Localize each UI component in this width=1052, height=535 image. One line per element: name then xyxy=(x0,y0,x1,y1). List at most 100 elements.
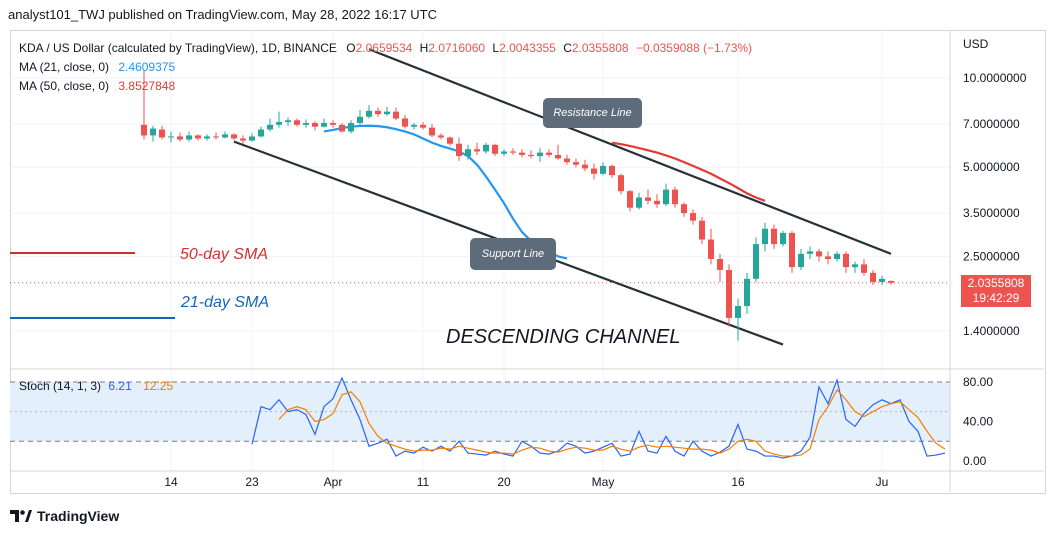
candle-body xyxy=(780,232,786,245)
stoch-d-value: 12.25 xyxy=(143,379,174,393)
candle-body xyxy=(420,124,426,128)
ma21-value: 2.4609375 xyxy=(118,60,176,74)
candle-body xyxy=(168,136,174,138)
candle-body xyxy=(564,158,570,163)
candle-body xyxy=(177,136,183,140)
candle-body xyxy=(861,264,867,273)
candle-body xyxy=(492,144,498,154)
change-value: −0.0359088 (−1.73%) xyxy=(635,41,753,55)
chart-legend: KDA / US Dollar (calculated by TradingVi… xyxy=(19,39,752,96)
candle-body xyxy=(411,124,417,127)
currency-label: USD xyxy=(963,37,989,51)
candle-body xyxy=(582,164,588,169)
candle-body xyxy=(789,232,795,268)
candle-body xyxy=(447,137,453,144)
candle-body xyxy=(537,152,543,157)
candle-body xyxy=(681,204,687,214)
candle-body xyxy=(438,135,444,138)
price-tick-label: 10.0000000 xyxy=(963,71,1027,85)
candle-body xyxy=(330,122,336,125)
support-badge[interactable]: Support Line xyxy=(470,238,556,270)
candle-body xyxy=(285,120,291,123)
candle-body xyxy=(672,189,678,205)
candle-body xyxy=(753,244,759,279)
candle-body xyxy=(627,191,633,208)
candle-body xyxy=(519,152,525,155)
candle-body xyxy=(888,280,894,283)
candle-body xyxy=(393,111,399,119)
low-label: L xyxy=(492,41,500,55)
candle-body xyxy=(204,136,210,139)
candle-body xyxy=(429,127,435,136)
close-label: C xyxy=(563,41,572,55)
low-value: 2.0043355 xyxy=(499,41,556,55)
candle-body xyxy=(258,129,264,137)
candle-body xyxy=(699,220,705,240)
candle-body xyxy=(798,253,804,268)
x-tick-label: 14 xyxy=(164,475,178,489)
candle-body xyxy=(663,189,669,205)
candle-body xyxy=(321,122,327,127)
stoch-legend: Stoch (14, 1, 3) 6.21 12.25 xyxy=(19,379,173,393)
candle-body xyxy=(852,264,858,268)
stoch-k-line xyxy=(251,376,946,459)
candle-body xyxy=(240,138,246,141)
candle-body xyxy=(825,256,831,259)
tradingview-footer[interactable]: TradingView xyxy=(10,508,119,524)
resistance-badge[interactable]: Resistance Line xyxy=(543,98,642,128)
sma50-annotation: 50-day SMA xyxy=(180,246,269,263)
x-tick-label: 11 xyxy=(417,475,430,489)
candle-body xyxy=(483,144,489,152)
x-tick-label: 23 xyxy=(245,475,259,489)
price-tick-label: 7.0000000 xyxy=(963,117,1020,131)
sma21-annotation: 21-day SMA xyxy=(181,294,270,311)
stoch-tick-label: 0.00 xyxy=(963,454,987,468)
candle-body xyxy=(654,200,660,205)
candle-body xyxy=(375,110,381,115)
candle-body xyxy=(762,228,768,245)
stoch-k-value: 6.21 xyxy=(108,379,132,393)
candle-body xyxy=(807,251,813,254)
last-price-tag: 2.0355808 19:42:29 xyxy=(961,275,1031,307)
candle-body xyxy=(600,165,606,174)
x-tick-label: May xyxy=(592,475,615,489)
legend-symbol-row: KDA / US Dollar (calculated by TradingVi… xyxy=(19,39,752,58)
tradingview-brand: TradingView xyxy=(37,508,120,524)
price-tick-label: 5.0000000 xyxy=(963,160,1020,174)
candle-body xyxy=(294,120,300,125)
candle-body xyxy=(150,128,156,136)
price-tick-label: 1.4000000 xyxy=(963,324,1020,338)
publisher-line: analyst101_TWJ published on TradingView.… xyxy=(8,7,437,22)
candle-body xyxy=(870,272,876,282)
candle-body xyxy=(222,134,228,138)
chart-canvas[interactable]: 14 23 Apr 11 20 May 16 Ju 10.0000000 7.0000000 5.0… xyxy=(10,30,1044,492)
legend-ma21-row: MA (21, close, 0) 2.4609375 xyxy=(19,58,752,77)
candle-body xyxy=(717,258,723,270)
ma50-label: MA (50, close, 0) xyxy=(19,79,110,93)
candle-body xyxy=(213,136,219,138)
candle-body xyxy=(312,122,318,127)
legend-ma50-row: MA (50, close, 0) 3.8527848 xyxy=(19,77,752,96)
candle-body xyxy=(726,269,732,318)
price-tick-label: 3.5000000 xyxy=(963,206,1020,220)
candle-body xyxy=(510,151,516,153)
candle-body xyxy=(528,154,534,157)
candle-body xyxy=(546,152,552,155)
candle-body xyxy=(456,143,462,157)
candle-body xyxy=(231,134,237,139)
candle-body xyxy=(267,124,273,130)
candle-body xyxy=(141,124,147,136)
resistance-line xyxy=(368,48,892,255)
candle-body xyxy=(618,175,624,192)
candle-body xyxy=(339,124,345,132)
high-label: H xyxy=(419,41,429,55)
channel-annotation: DESCENDING CHANNEL xyxy=(446,326,681,348)
high-value: 2.0716060 xyxy=(428,41,486,55)
candle-body xyxy=(843,253,849,268)
candle-body xyxy=(501,151,507,154)
candle-body xyxy=(465,149,471,157)
x-tick-label: 20 xyxy=(497,475,511,489)
close-value: 2.0355808 xyxy=(571,41,629,55)
candle-body xyxy=(276,122,282,125)
candle-body xyxy=(771,228,777,245)
